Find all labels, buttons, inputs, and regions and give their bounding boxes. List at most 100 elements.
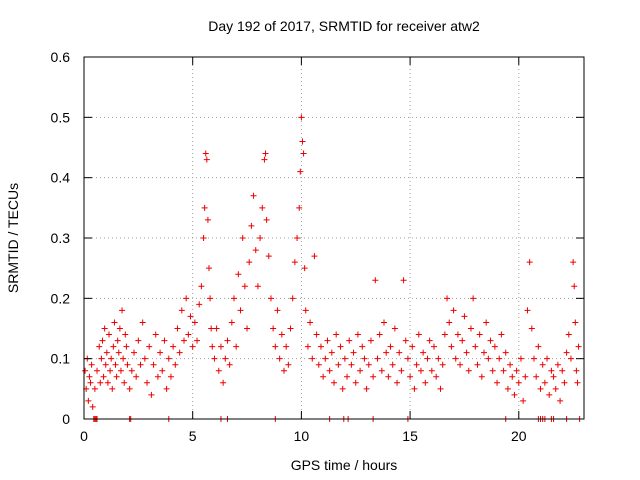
data-point	[99, 337, 106, 344]
x-tick-label: 0	[80, 428, 88, 444]
data-point	[262, 150, 269, 157]
data-point	[337, 343, 344, 350]
data-point	[420, 349, 427, 356]
data-point	[575, 343, 582, 350]
data-point	[446, 319, 453, 326]
data-point	[550, 373, 557, 380]
data-point	[315, 361, 322, 368]
data-point	[341, 355, 348, 362]
data-point	[394, 379, 401, 386]
data-point	[431, 343, 437, 350]
data-point	[459, 337, 466, 344]
data-point	[113, 373, 120, 380]
data-point	[313, 331, 320, 338]
data-point	[411, 385, 418, 392]
data-point	[502, 349, 509, 356]
y-tick-label: 0.1	[51, 351, 71, 367]
data-point	[174, 325, 181, 332]
data-point	[254, 283, 261, 290]
data-point	[335, 361, 342, 368]
data-point	[413, 361, 420, 368]
data-point	[97, 379, 104, 386]
data-point	[359, 343, 366, 350]
data-point	[231, 295, 237, 302]
data-point	[448, 343, 455, 350]
data-point	[257, 235, 264, 241]
x-tick-label: 20	[511, 428, 527, 444]
y-tick-label: 0	[62, 411, 70, 427]
data-point	[454, 331, 461, 338]
data-point	[396, 349, 403, 356]
data-point	[100, 373, 107, 380]
data-point	[428, 367, 435, 374]
data-point	[385, 373, 392, 380]
data-point	[294, 235, 301, 241]
data-point	[513, 367, 520, 374]
data-point	[194, 337, 201, 344]
data-point	[381, 319, 387, 326]
data-point	[565, 331, 572, 338]
data-point	[485, 355, 492, 362]
data-point	[154, 373, 161, 380]
data-point	[82, 367, 89, 374]
data-point	[131, 349, 137, 356]
data-point	[115, 349, 122, 356]
data-points	[82, 114, 583, 422]
data-point	[285, 361, 292, 368]
data-point	[283, 343, 290, 350]
data-point	[146, 343, 153, 350]
data-point	[246, 259, 253, 266]
data-point	[567, 355, 574, 362]
data-point	[331, 379, 337, 386]
data-point	[494, 379, 501, 386]
y-tick-label: 0.6	[51, 49, 71, 65]
data-point	[94, 367, 101, 374]
data-point	[491, 343, 498, 350]
data-point	[150, 361, 157, 368]
data-point	[201, 204, 208, 211]
data-point	[472, 343, 479, 350]
data-point	[172, 361, 179, 368]
data-point	[116, 325, 123, 332]
data-point	[124, 361, 131, 368]
data-point	[531, 355, 537, 362]
y-tick-label: 0.2	[51, 290, 71, 306]
data-point	[157, 349, 164, 356]
data-point	[120, 355, 127, 362]
data-point	[102, 361, 109, 368]
data-point	[297, 168, 304, 175]
data-point	[278, 331, 285, 338]
data-point	[570, 259, 577, 266]
data-point	[365, 361, 372, 368]
data-point	[176, 349, 183, 356]
data-point	[111, 319, 118, 326]
data-point	[220, 379, 227, 386]
data-point	[233, 343, 240, 350]
data-point	[433, 373, 440, 380]
data-point	[178, 307, 185, 314]
data-point	[348, 361, 355, 368]
data-point	[133, 373, 140, 380]
data-point	[537, 385, 544, 392]
data-point	[311, 253, 318, 260]
data-point	[226, 361, 233, 368]
data-point	[289, 295, 296, 302]
data-point	[526, 259, 533, 266]
data-point	[104, 379, 111, 386]
data-point	[383, 349, 390, 356]
data-point	[302, 307, 309, 314]
data-point	[167, 373, 174, 380]
data-point	[165, 355, 172, 362]
x-tick-label: 10	[294, 428, 310, 444]
data-point	[228, 319, 235, 326]
data-point	[148, 391, 155, 398]
data-point	[211, 355, 218, 362]
data-point	[463, 349, 470, 356]
data-point	[202, 150, 209, 157]
data-point	[363, 385, 370, 392]
data-point	[101, 325, 108, 332]
data-point	[206, 265, 212, 272]
data-point	[187, 313, 194, 320]
data-point	[563, 349, 570, 356]
